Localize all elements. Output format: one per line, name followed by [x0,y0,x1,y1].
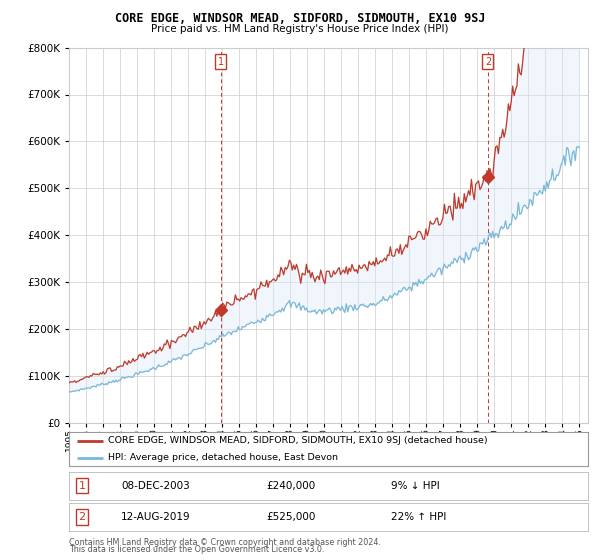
Text: 12-AUG-2019: 12-AUG-2019 [121,512,191,522]
Text: £525,000: £525,000 [266,512,316,522]
Text: CORE EDGE, WINDSOR MEAD, SIDFORD, SIDMOUTH, EX10 9SJ: CORE EDGE, WINDSOR MEAD, SIDFORD, SIDMOU… [115,12,485,25]
Text: 1: 1 [218,57,224,67]
Text: 2: 2 [485,57,491,67]
Text: 08-DEC-2003: 08-DEC-2003 [121,480,190,491]
Text: HPI: Average price, detached house, East Devon: HPI: Average price, detached house, East… [108,453,338,462]
Text: This data is licensed under the Open Government Licence v3.0.: This data is licensed under the Open Gov… [69,545,325,554]
Text: Price paid vs. HM Land Registry's House Price Index (HPI): Price paid vs. HM Land Registry's House … [151,24,449,34]
Text: CORE EDGE, WINDSOR MEAD, SIDFORD, SIDMOUTH, EX10 9SJ (detached house): CORE EDGE, WINDSOR MEAD, SIDFORD, SIDMOU… [108,436,488,445]
Text: 1: 1 [79,480,85,491]
Text: 22% ↑ HPI: 22% ↑ HPI [391,512,446,522]
Text: £240,000: £240,000 [266,480,316,491]
Text: 2: 2 [79,512,86,522]
Text: 9% ↓ HPI: 9% ↓ HPI [391,480,440,491]
Text: Contains HM Land Registry data © Crown copyright and database right 2024.: Contains HM Land Registry data © Crown c… [69,538,381,547]
